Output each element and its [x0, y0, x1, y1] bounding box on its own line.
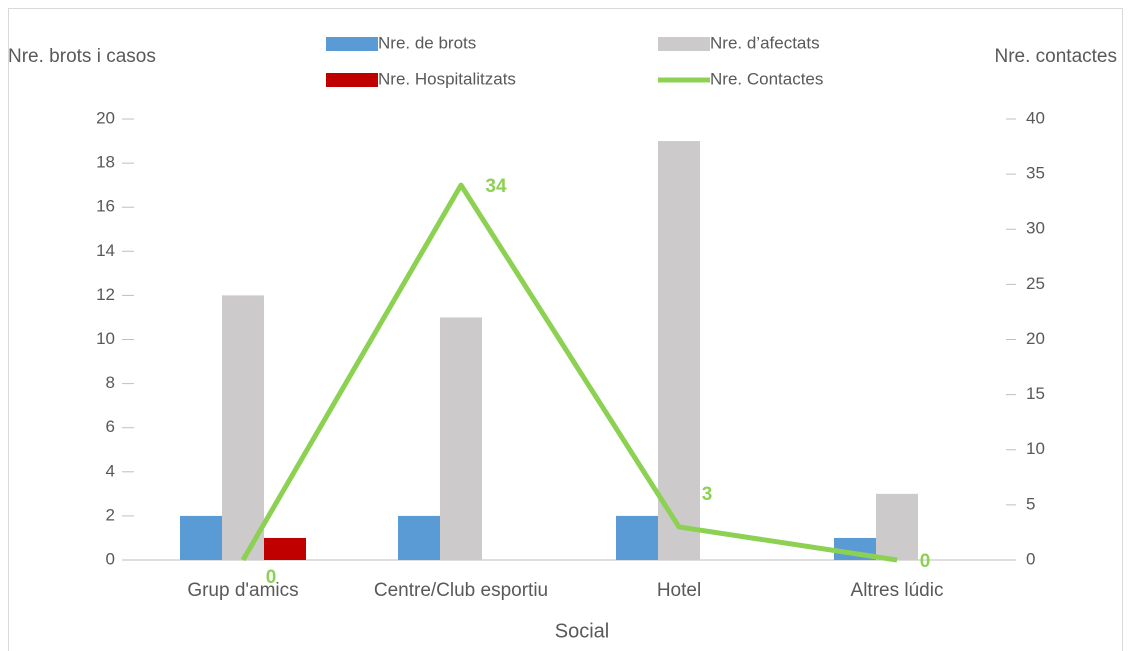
data-label: 3 [702, 484, 713, 505]
bar [440, 317, 482, 560]
y-tick-label: 8 [106, 373, 115, 392]
y2-tick-label: 35 [1026, 164, 1045, 183]
legend-label: Nre. de brots [378, 33, 476, 52]
x-tick-label: Hotel [657, 580, 701, 601]
y2-axis-title: Nre. contactes [995, 46, 1118, 67]
data-label: 0 [266, 567, 277, 588]
x-axis-title: Social [555, 620, 609, 642]
y2-tick-label: 15 [1026, 384, 1045, 403]
bar [616, 515, 658, 560]
bar [658, 141, 700, 561]
data-label: 0 [920, 551, 931, 572]
data-label: 34 [485, 176, 507, 197]
y2-tick-label: 20 [1026, 329, 1045, 348]
bar [876, 493, 918, 560]
legend-label: Nre. Hospitalitzats [378, 69, 516, 88]
y-tick-label: 20 [96, 108, 115, 127]
y-tick-label: 0 [106, 549, 115, 568]
y-tick-label: 12 [96, 285, 115, 304]
y2-tick-label: 30 [1026, 219, 1045, 238]
y-tick-label: 14 [96, 241, 115, 260]
y-tick-label: 2 [106, 505, 115, 524]
line-series [240, 182, 898, 563]
bar [222, 295, 264, 560]
chart-border [8, 8, 1123, 651]
y2-tick-label: 40 [1026, 108, 1045, 127]
x-tick-label: Altres lúdic [851, 580, 944, 601]
y-tick-label: 18 [96, 153, 115, 172]
y2-tick-label: 10 [1026, 439, 1045, 458]
bar [180, 515, 222, 560]
y-axis-title: Nre. brots i casos [8, 46, 156, 67]
bar [264, 537, 306, 560]
legend-swatch [658, 37, 710, 51]
y-tick-label: 16 [96, 197, 115, 216]
legend-swatch [326, 37, 378, 51]
bar [398, 515, 440, 560]
x-tick-label: Centre/Club esportiu [374, 580, 548, 601]
y2-tick-label: 0 [1026, 549, 1035, 568]
y2-tick-label: 5 [1026, 494, 1035, 513]
y2-tick-label: 25 [1026, 274, 1045, 293]
y-tick-label: 10 [96, 329, 115, 348]
y-tick-label: 4 [106, 461, 115, 480]
x-tick-label: Grup d'amics [187, 580, 298, 601]
y-tick-label: 6 [106, 417, 115, 436]
legend-label: Nre. Contactes [710, 69, 823, 88]
legend-swatch [326, 73, 378, 87]
legend-label: Nre. d’afectats [710, 33, 820, 52]
